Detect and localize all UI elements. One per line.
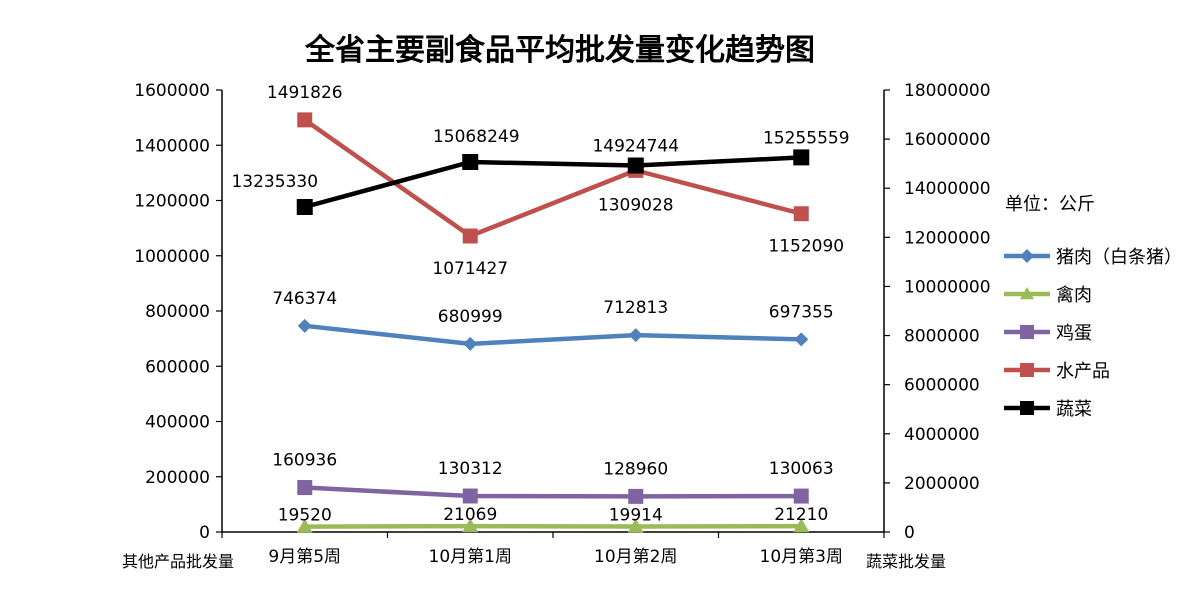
series-line	[304, 323, 802, 347]
right-tick-label: 12000000	[904, 228, 991, 248]
data-label: 130063	[769, 459, 834, 479]
x-tick-label: 10月第2周	[594, 547, 677, 567]
legend-entry: 禽肉	[1004, 285, 1092, 306]
data-point	[463, 336, 478, 351]
data-label: 680999	[438, 307, 503, 327]
series-3	[297, 112, 809, 244]
legend-entry: 猪肉（白条猪）	[1004, 247, 1182, 268]
series-line	[303, 118, 802, 239]
data-point	[462, 518, 479, 533]
data-label: 14924744	[592, 137, 679, 157]
left-tick-label: 1400000	[134, 136, 210, 156]
data-label: 1152090	[768, 237, 844, 257]
left-tick-label: 1200000	[134, 192, 210, 212]
data-point	[793, 149, 810, 166]
right-tick-label: 10000000	[904, 277, 991, 297]
series-2	[297, 480, 809, 504]
left-tick-label: 1000000	[134, 247, 210, 267]
data-label: 13235330	[231, 172, 318, 192]
data-label: 19520	[278, 506, 332, 526]
legend-label: 猪肉（白条猪）	[1056, 247, 1182, 268]
right-tick-label: 2000000	[904, 474, 980, 494]
right-tick-label: 6000000	[904, 376, 980, 396]
data-label: 1491826	[267, 83, 343, 103]
data-point	[793, 488, 809, 504]
unit-label: 单位：公斤	[1005, 194, 1095, 215]
data-point	[296, 198, 313, 215]
right-tick-label: 14000000	[904, 179, 991, 199]
data-point	[627, 157, 644, 174]
series-4	[296, 149, 810, 215]
data-point	[628, 488, 644, 504]
data-label: 15255559	[763, 128, 850, 148]
legend-label: 水产品	[1056, 361, 1110, 382]
legend-label: 鸡蛋	[1056, 323, 1092, 344]
left-tick-label: 0	[199, 523, 210, 543]
data-label: 1309028	[598, 195, 674, 215]
right-tick-label: 18000000	[904, 81, 991, 101]
legend-entry: 蔬菜	[1004, 399, 1092, 420]
right-tick-label: 0	[904, 523, 915, 543]
x-tick-label: 10月第1周	[429, 547, 512, 567]
axes: 0 200000 400000 600000 800000 1000000 1200000 1…	[134, 81, 990, 567]
left-tick-label: 1600000	[134, 81, 210, 101]
right-tick-label: 16000000	[904, 130, 991, 150]
right-axis-caption: 蔬菜批发量	[866, 552, 946, 571]
legend-swatch-marker	[1020, 287, 1034, 300]
x-tick-label: 9月第5周	[268, 547, 341, 567]
series-layer	[296, 112, 810, 533]
series-0	[297, 318, 809, 351]
left-tick-label: 200000	[145, 468, 210, 488]
data-label: 21069	[443, 505, 497, 525]
x-tick-label: 10月第3周	[760, 547, 843, 567]
legend-entry: 鸡蛋	[1004, 323, 1092, 344]
series-line	[304, 485, 802, 499]
data-point	[296, 518, 313, 533]
data-label: 21210	[774, 505, 828, 525]
data-label: 15068249	[433, 127, 520, 147]
legend-swatch-marker	[1020, 249, 1034, 263]
series-1	[296, 518, 810, 533]
legend-swatch-marker	[1020, 325, 1034, 339]
data-label: 19914	[609, 505, 663, 525]
right-tick-label: 8000000	[904, 327, 980, 347]
data-point	[297, 318, 312, 333]
legend-label: 禽肉	[1056, 285, 1092, 306]
left-tick-label: 400000	[145, 413, 210, 433]
data-label: 697355	[769, 302, 834, 322]
left-tick-label: 600000	[145, 357, 210, 377]
data-point	[297, 112, 313, 128]
data-label: 712813	[603, 298, 668, 318]
data-point	[627, 518, 644, 533]
data-label: 746374	[272, 289, 337, 309]
data-point	[462, 488, 478, 504]
legend-label: 蔬菜	[1056, 399, 1092, 420]
left-tick-label: 800000	[145, 302, 210, 322]
data-point	[462, 153, 479, 170]
data-point	[462, 228, 478, 244]
data-point	[794, 332, 809, 347]
legend-entry: 水产品	[1004, 361, 1110, 382]
data-label: 130312	[438, 459, 503, 479]
data-point	[793, 206, 809, 222]
left-axis-caption: 其他产品批发量	[122, 552, 234, 571]
data-label: 160936	[272, 451, 337, 471]
data-labels: 746374 680999 712813 697355 19520 21069 19914 2…	[231, 83, 849, 526]
data-point	[793, 518, 810, 533]
data-label: 128960	[603, 459, 668, 479]
data-label: 1071427	[432, 259, 508, 279]
data-point	[297, 480, 313, 496]
data-point	[628, 328, 643, 343]
chart-title: 全省主要副食品平均批发量变化趋势图	[304, 33, 815, 68]
legend-swatch-marker	[1020, 401, 1034, 415]
series-line	[304, 155, 802, 210]
legend-swatch-marker	[1020, 363, 1034, 377]
right-tick-label: 4000000	[904, 425, 980, 445]
